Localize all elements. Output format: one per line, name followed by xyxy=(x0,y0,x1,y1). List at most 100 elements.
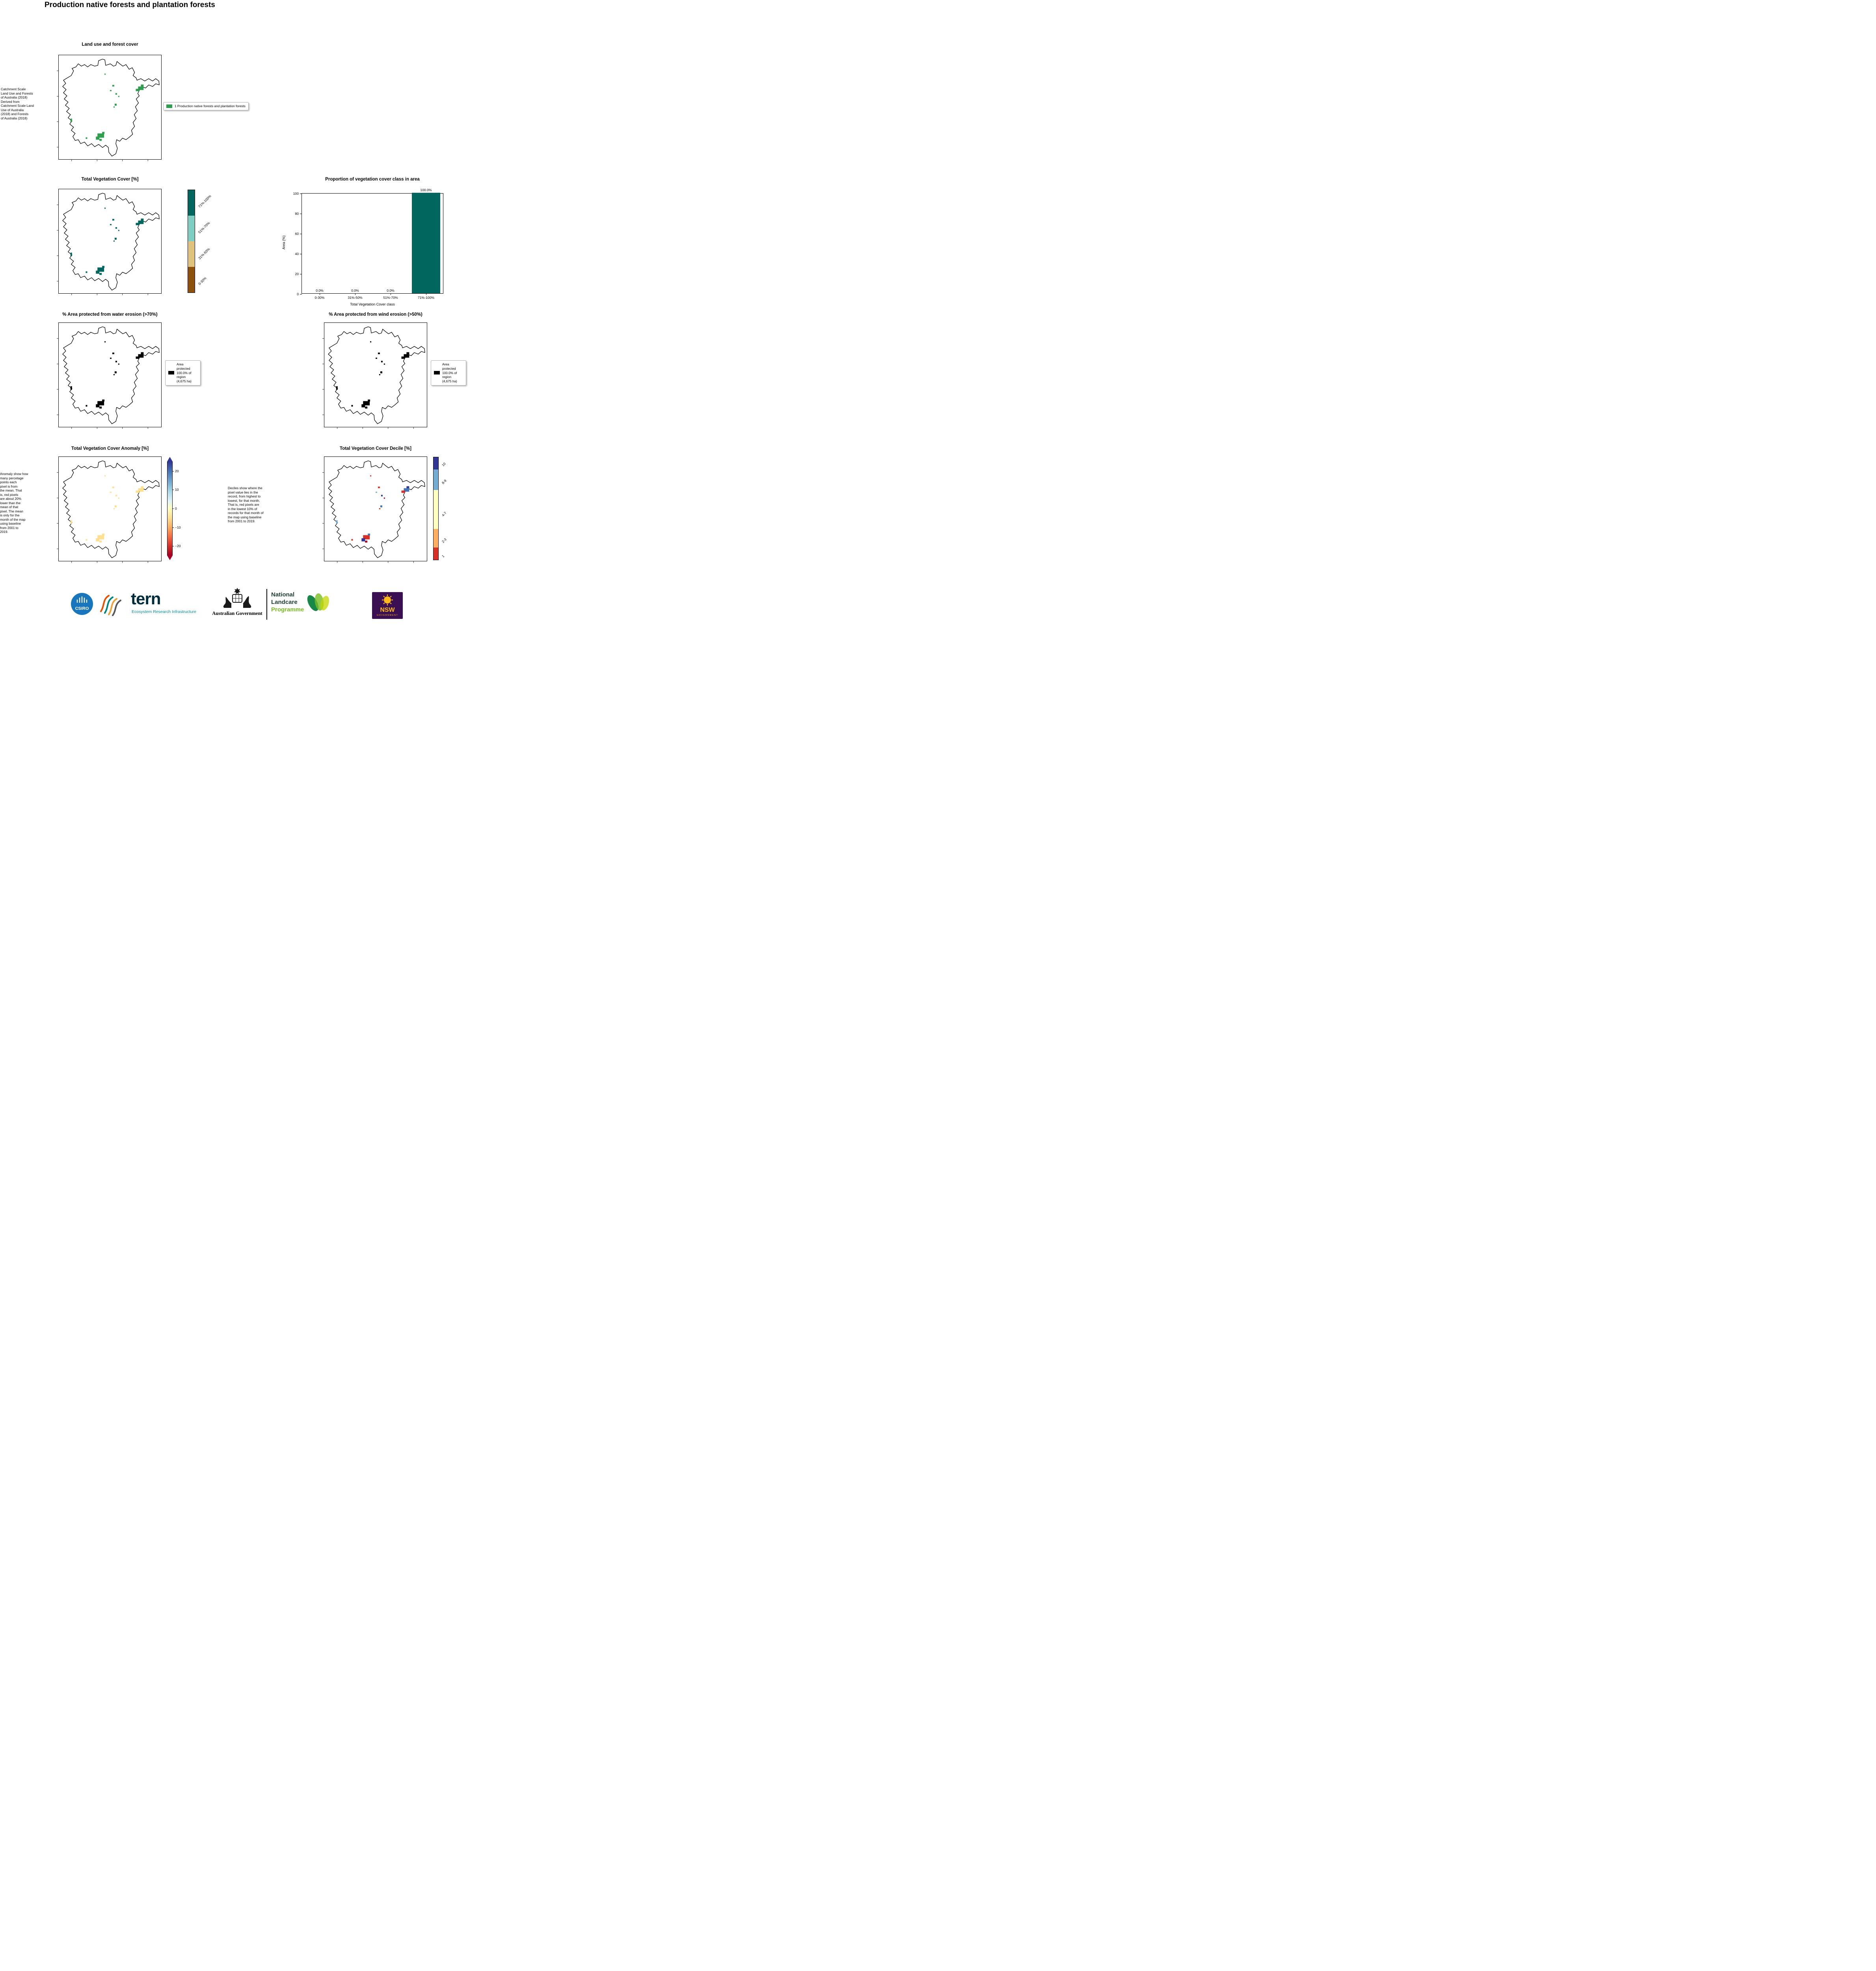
colorbar-segment xyxy=(188,216,195,241)
map-patch xyxy=(97,133,104,138)
map-patch xyxy=(368,533,370,536)
map-patch xyxy=(86,271,87,273)
nsw-wordmark: NSW xyxy=(380,607,395,613)
catchment-boundary xyxy=(62,193,160,291)
decile-title: Total Vegetation Cover Decile [%] xyxy=(340,446,411,451)
map-patch xyxy=(113,508,115,509)
colorbar-segment xyxy=(434,490,438,529)
map-patch xyxy=(118,96,119,97)
bar-chart-title: Proportion of vegetation cover class in … xyxy=(325,177,420,182)
map-patch xyxy=(381,495,383,497)
map-patch xyxy=(102,533,105,536)
map-patch xyxy=(96,404,100,408)
map-patch xyxy=(115,227,117,229)
colorbar-segment xyxy=(188,241,195,267)
map-patch xyxy=(97,267,104,272)
map-patch xyxy=(104,207,106,209)
map-patch xyxy=(370,341,372,343)
bar-value-label: 100.0% xyxy=(420,188,432,192)
map-patch xyxy=(404,488,409,492)
map-patch xyxy=(401,490,405,493)
nsw-government-label: GOVERNMENT xyxy=(377,614,398,617)
map-patch xyxy=(136,356,140,359)
map-patch xyxy=(97,535,104,540)
colorbar-segment xyxy=(188,190,195,216)
map-patch xyxy=(363,401,370,406)
colorbar-body xyxy=(167,462,173,555)
landcare-line3: Programme xyxy=(271,606,304,613)
decile-caption: Deciles show where the pixel value lies … xyxy=(228,486,264,523)
wind-erosion-legend: Area protected 100.0% of region (4,675 h… xyxy=(431,360,466,386)
anomaly-caption: Anomaly show how many percetage points e… xyxy=(0,472,28,534)
colorbar-tick-label: 8-9 xyxy=(441,479,447,485)
anomaly-map xyxy=(57,456,162,563)
map-patch xyxy=(113,106,115,108)
map-patch xyxy=(70,386,72,390)
map-patch xyxy=(113,240,115,242)
csiro-logo: CSIRO xyxy=(71,593,93,615)
catchment-boundary xyxy=(328,326,425,424)
map-patch xyxy=(136,89,140,91)
map-patch xyxy=(110,492,112,493)
map-patch xyxy=(336,520,338,524)
colorbar-tick-label: 0 xyxy=(175,507,177,510)
map-patch xyxy=(141,486,144,488)
map-patch xyxy=(141,218,144,221)
tern-wordmark: tern xyxy=(131,589,161,608)
report-page: Production native forests and plantation… xyxy=(0,0,469,627)
y-tick-label: 0 xyxy=(297,292,299,296)
map-patch xyxy=(104,475,106,477)
map-patch xyxy=(361,404,365,408)
map-patch xyxy=(381,361,383,363)
map-patch xyxy=(138,488,144,492)
colorbar-arrow-up xyxy=(167,457,173,462)
veg-cover-title: Total Vegetation Cover [%] xyxy=(81,177,139,182)
veg-cover-colorbar: 71%-100% 51%-70% 31%-50% 0-30% xyxy=(188,190,212,293)
waratah-icon xyxy=(384,596,391,604)
map-patch xyxy=(406,352,409,354)
map-patch xyxy=(138,86,144,90)
csiro-rays-icon xyxy=(76,596,87,603)
land-use-legend-swatch xyxy=(166,104,172,108)
map-patch xyxy=(136,223,140,225)
colorbar-segment xyxy=(188,267,195,292)
map-patch xyxy=(110,358,112,359)
water-erosion-legend-swatch xyxy=(168,371,174,375)
csiro-wordmark: CSIRO xyxy=(75,606,89,611)
colorbar-tick-label: 4-7 xyxy=(441,510,447,517)
map-patch xyxy=(112,219,114,221)
landcare-line2: Landcare xyxy=(271,598,298,605)
y-tick-label: 40 xyxy=(295,252,299,256)
landcare-line1: National xyxy=(271,591,295,598)
land-use-legend-label: 1 Production native forests and plantati… xyxy=(175,104,246,108)
x-tick-label: 51%-70% xyxy=(383,296,398,300)
bar xyxy=(412,193,440,293)
map-patch xyxy=(406,486,409,488)
bar-value-label: 0.0% xyxy=(387,289,395,292)
map-patch xyxy=(363,535,370,540)
colorbar-tick-label: 51%-70% xyxy=(197,221,211,235)
water-erosion-legend-label: Area protected 100.0% of region (4,675 h… xyxy=(177,362,192,384)
land-use-title: Land use and forest cover xyxy=(82,42,138,47)
y-tick-label: 100 xyxy=(293,192,299,196)
map-patch xyxy=(118,363,119,365)
colorbar-tick-label: 71%-100% xyxy=(197,194,212,209)
anomaly-title: Total Vegetation Cover Anomaly [%] xyxy=(71,446,149,451)
colorbar-body xyxy=(188,190,195,293)
indigenous-artwork-icon xyxy=(100,595,121,616)
map-patch xyxy=(86,137,87,139)
map-patch xyxy=(114,104,117,106)
catchment-boundary xyxy=(62,326,160,424)
map-patch xyxy=(370,475,372,477)
bar-chart-plot: 0.0% 0-30% 0.0% 31%-50% 0.0% 51%-70% 100.0% 71%… xyxy=(293,188,443,300)
colorbar-tick-label: 1 xyxy=(441,554,445,559)
map-patch xyxy=(96,538,100,542)
colorbar-tick-label: 2-3 xyxy=(441,537,447,544)
land-use-map xyxy=(57,55,162,161)
decile-colorbar: 10 8-9 4-7 2-3 1 xyxy=(433,457,447,560)
wind-erosion-title: % Area protected from wind erosion (>50%… xyxy=(329,312,422,317)
map-patch xyxy=(404,354,409,358)
y-tick-label: 20 xyxy=(295,272,299,276)
map-patch xyxy=(110,90,112,91)
catchment-boundary xyxy=(62,59,160,156)
